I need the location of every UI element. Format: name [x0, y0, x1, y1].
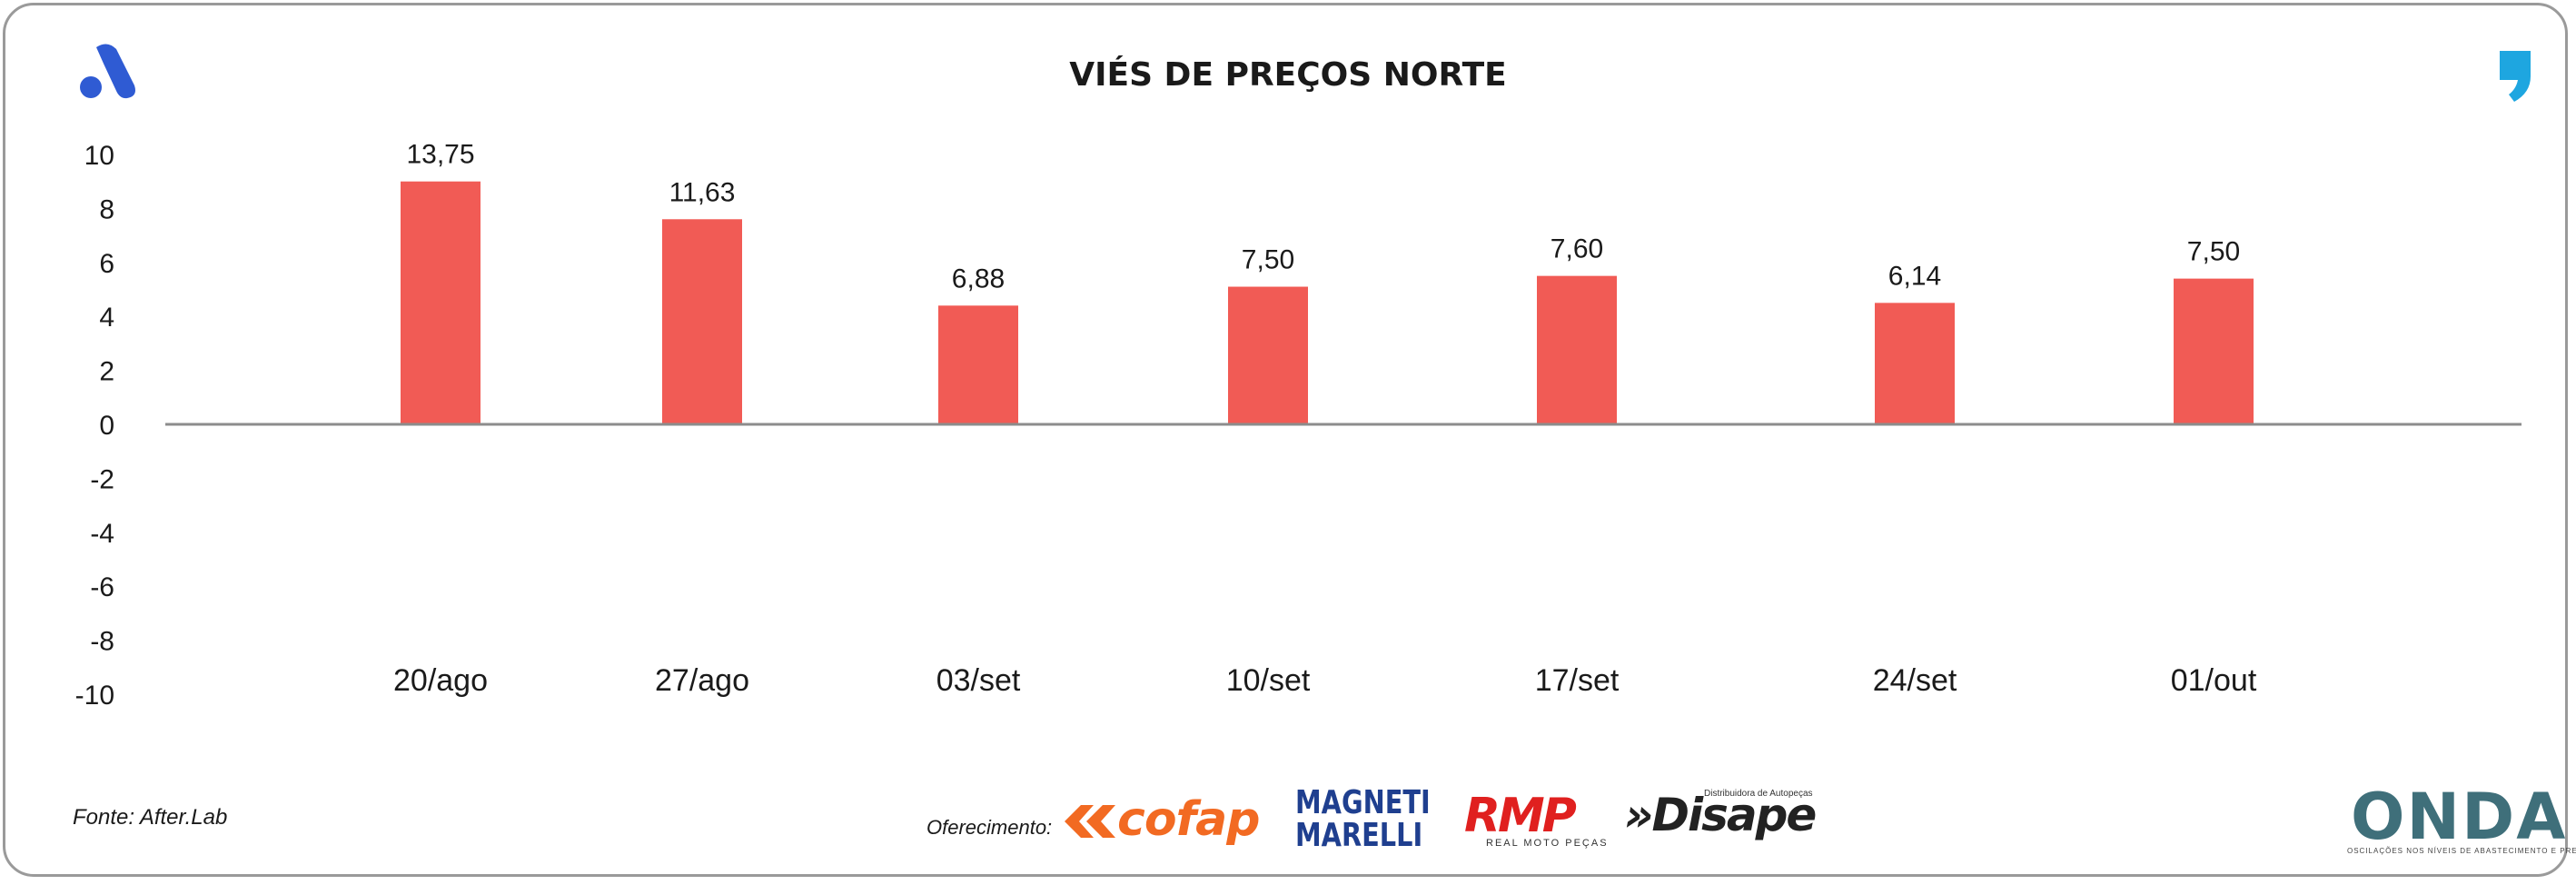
- magneti-line1: MAGNETI: [1295, 784, 1431, 821]
- disape-logo: »Disape: [1624, 789, 1817, 841]
- disape-subtitle: Distribuidora de Autopeças: [1704, 789, 1813, 799]
- magneti-marelli-logo: MAGNETI MARELLI: [1295, 787, 1431, 852]
- onda-logo: ONDA: [2351, 780, 2568, 854]
- x-tick-label: 24/set: [1873, 663, 1957, 698]
- rmp-logo: RMP: [1464, 789, 1577, 843]
- y-tick-label: -4: [90, 519, 114, 549]
- data-label: 13,75: [406, 140, 474, 170]
- quote-mark-icon: [2500, 51, 2531, 102]
- y-tick-label: -2: [90, 464, 114, 494]
- magneti-line2: MARELLI: [1295, 817, 1423, 854]
- bar: [401, 181, 481, 424]
- data-label: 6,88: [952, 264, 1005, 293]
- rmp-subtitle: REAL MOTO PEÇAS: [1486, 838, 1609, 849]
- onda-subtitle: OSCILAÇÕES NOS NÍVEIS DE ABASTECIMENTO E…: [2347, 847, 2576, 855]
- bar: [662, 219, 742, 424]
- bar: [1228, 286, 1308, 424]
- bar: [1537, 275, 1617, 424]
- chart-title: VIÉS DE PREÇOS NORTE: [1069, 56, 1507, 94]
- y-tick-label: 0: [99, 411, 114, 441]
- x-tick-label: 20/ago: [393, 663, 488, 698]
- bar: [1875, 303, 1955, 424]
- x-tick-label: 17/set: [1535, 663, 1620, 698]
- brand-a-logo-icon: [80, 44, 135, 99]
- y-tick-label: 8: [99, 194, 114, 224]
- y-tick-label: 10: [84, 141, 114, 171]
- y-tick-label: -10: [75, 681, 114, 711]
- data-label: 7,50: [2187, 237, 2240, 267]
- y-tick-label: -6: [90, 572, 114, 602]
- y-tick-label: 6: [99, 249, 114, 279]
- sponsor-label: Oferecimento:: [926, 816, 1053, 839]
- x-tick-label: 27/ago: [655, 663, 749, 698]
- cofap-logo: cofap: [1117, 792, 1260, 847]
- y-tick-label: 2: [99, 357, 114, 387]
- data-label: 7,50: [1242, 245, 1294, 275]
- data-label: 11,63: [669, 177, 736, 207]
- source-note: Fonte: After.Lab: [73, 805, 228, 830]
- x-tick-label: 03/set: [936, 663, 1021, 698]
- x-tick-label: 10/set: [1226, 663, 1311, 698]
- y-tick-label: 4: [99, 303, 114, 333]
- x-tick-label: 01/out: [2171, 663, 2257, 698]
- cofap-mark-icon: [1065, 805, 1115, 838]
- y-tick-label: -8: [90, 627, 114, 657]
- chart-card: [3, 3, 2568, 877]
- bar: [2174, 278, 2254, 424]
- data-label: 6,14: [1888, 261, 1941, 291]
- data-label: 7,60: [1551, 234, 1603, 264]
- bar: [938, 305, 1018, 424]
